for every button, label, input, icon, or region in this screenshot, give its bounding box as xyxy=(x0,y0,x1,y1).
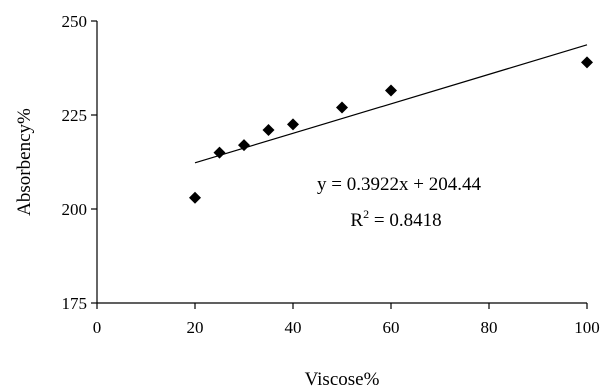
r-squared-label: R2 = 0.8418 xyxy=(350,207,441,231)
x-tick-label: 60 xyxy=(383,318,400,337)
x-tick-label: 20 xyxy=(187,318,204,337)
r-squared-r: R xyxy=(350,210,363,231)
trendline-equation: y = 0.3922x + 204.44 xyxy=(317,174,481,195)
data-point xyxy=(287,118,299,131)
trendline xyxy=(194,44,588,164)
x-tick-label: 80 xyxy=(481,318,498,337)
data-point xyxy=(336,101,348,114)
x-tick-label: 40 xyxy=(285,318,302,337)
data-point xyxy=(385,84,397,97)
data-point xyxy=(189,191,201,204)
y-axis-ticks: 175 200 225 250 xyxy=(62,12,97,313)
y-axis-label: Absorbency% xyxy=(14,108,35,216)
r-squared-exponent: 2 xyxy=(363,207,369,221)
data-point xyxy=(213,146,226,159)
data-points xyxy=(189,56,593,204)
data-point xyxy=(238,139,250,152)
y-tick-label: 250 xyxy=(62,12,88,31)
y-tick-label: 175 xyxy=(62,294,88,313)
r-squared-value: = 0.8418 xyxy=(369,210,441,231)
x-axis-label: Viscose% xyxy=(305,369,380,390)
plot-area: 175 200 225 250 0 20 40 60 80 100 xyxy=(62,12,600,337)
x-axis-ticks: 0 20 40 60 80 100 xyxy=(93,303,600,337)
x-tick-label: 100 xyxy=(574,318,600,337)
y-tick-label: 200 xyxy=(62,200,88,219)
trendline-layer xyxy=(194,44,588,164)
y-tick-label: 225 xyxy=(62,106,88,125)
data-point xyxy=(581,56,593,69)
x-tick-label: 0 xyxy=(93,318,102,337)
data-point xyxy=(262,124,275,137)
